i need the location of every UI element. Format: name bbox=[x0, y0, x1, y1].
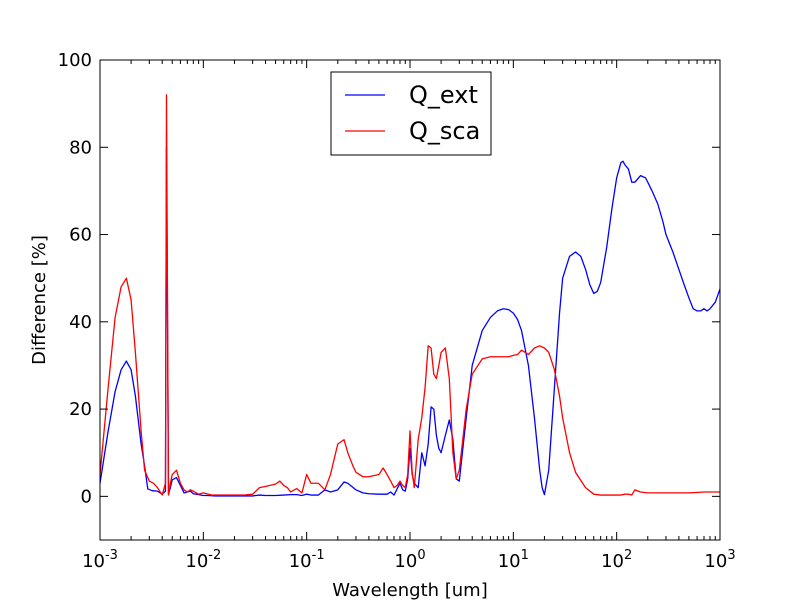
x-tick-label: 100 bbox=[394, 548, 425, 572]
y-tick-label: 60 bbox=[69, 225, 92, 246]
y-tick-label: 100 bbox=[58, 50, 92, 71]
y-tick-label: 0 bbox=[81, 486, 92, 507]
legend: Q_ext Q_sca bbox=[330, 71, 492, 156]
axes: 10-3 10-2 10-1 100 101 102 103 0 20 40 60 80 100 bbox=[58, 50, 736, 572]
y-tick-label: 20 bbox=[69, 399, 92, 420]
legend-box bbox=[330, 71, 492, 156]
y-tick-label: 40 bbox=[69, 312, 92, 333]
x-axis-label: Wavelength [um] bbox=[332, 580, 488, 600]
y-axis-label: Difference [%] bbox=[29, 235, 50, 365]
x-tick-label: 10-1 bbox=[289, 548, 325, 572]
y-tick-label: 80 bbox=[69, 137, 92, 158]
x-tick-label: 101 bbox=[498, 548, 529, 572]
x-tick-label: 10-2 bbox=[185, 548, 221, 572]
legend-label: Q_ext bbox=[409, 81, 478, 109]
series-layer bbox=[100, 94, 720, 497]
legend-label: Q_sca bbox=[409, 117, 480, 145]
x-tick-label: 102 bbox=[601, 548, 632, 572]
x-tick-label: 10-3 bbox=[82, 548, 118, 572]
x-tick-label: 103 bbox=[704, 548, 735, 572]
series-line-q-sca bbox=[100, 94, 720, 496]
